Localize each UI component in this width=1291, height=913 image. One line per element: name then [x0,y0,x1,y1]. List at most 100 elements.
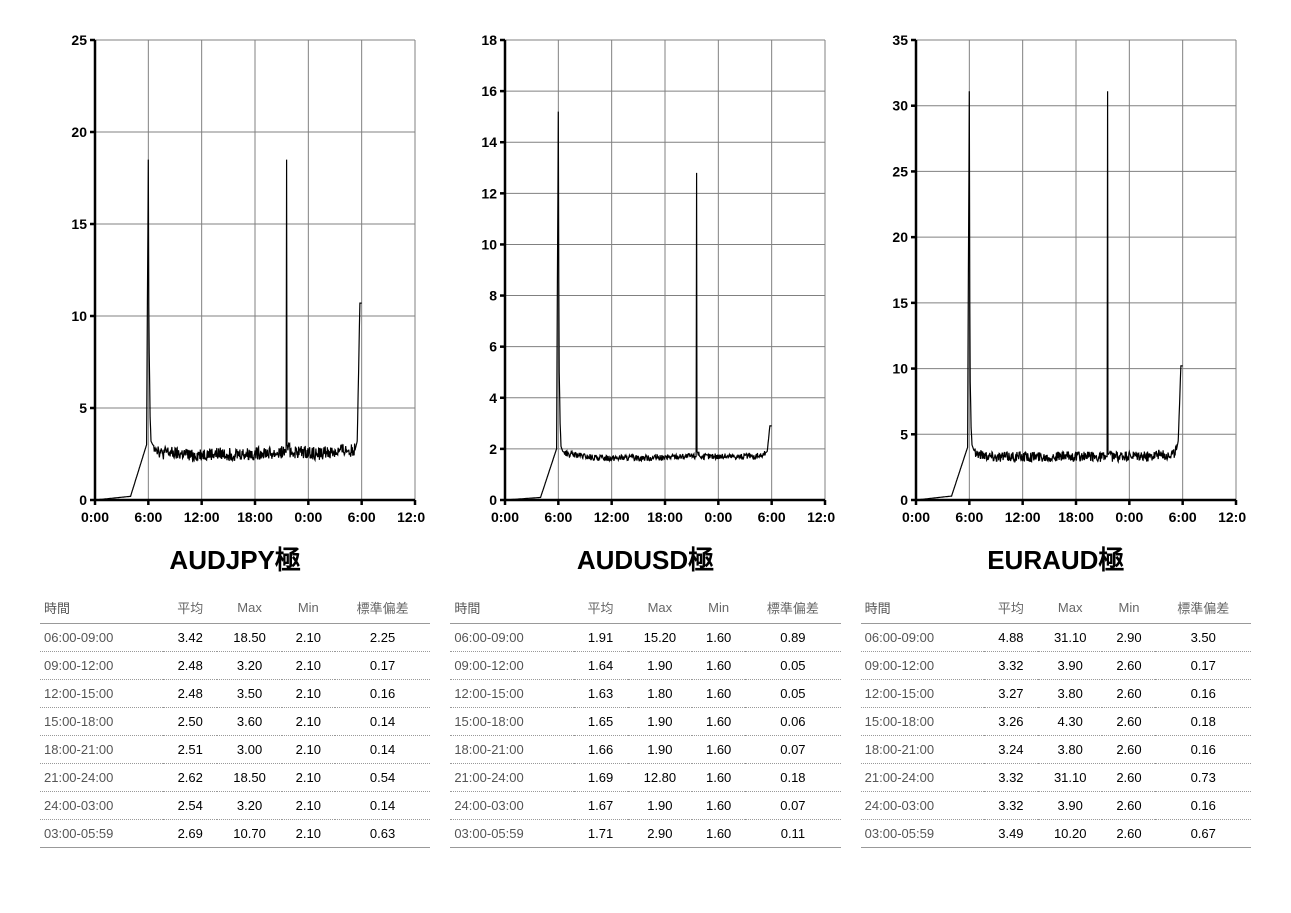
table-row: 24:00-03:002.543.202.100.14 [40,792,430,820]
table-row: 03:00-05:591.712.901.600.11 [450,820,840,848]
svg-text:18:00: 18:00 [237,509,273,525]
table-cell: 24:00-03:00 [450,792,573,820]
table-cell: 3.32 [984,652,1038,680]
table-cell: 09:00-12:00 [450,652,573,680]
svg-text:6:00: 6:00 [955,509,983,525]
table-row: 15:00-18:001.651.901.600.06 [450,708,840,736]
table-cell: 0.07 [745,736,841,764]
svg-text:18:00: 18:00 [647,509,683,525]
svg-text:0: 0 [490,492,498,508]
table-cell: 1.60 [692,736,745,764]
svg-text:16: 16 [482,83,498,99]
table-row: 12:00-15:003.273.802.600.16 [861,680,1251,708]
chart-audusd: 0246810121416180:006:0012:0018:000:006:0… [450,30,840,530]
table-cell: 2.10 [282,652,335,680]
table-cell: 2.60 [1102,736,1155,764]
table-cell: 1.67 [574,792,628,820]
table-cell: 1.63 [574,680,628,708]
table-row: 06:00-09:003.4218.502.102.25 [40,624,430,652]
table-cell: 15.20 [628,624,693,652]
table-cell: 0.63 [335,820,431,848]
table-cell: 0.07 [745,792,841,820]
table-cell: 18:00-21:00 [40,736,163,764]
table-cell: 0.14 [335,792,431,820]
table-header: Min [692,592,745,624]
table-cell: 3.00 [217,736,282,764]
chart-audjpy: 05101520250:006:0012:0018:000:006:0012:0… [40,30,430,530]
table-cell: 1.69 [574,764,628,792]
table-cell: 3.90 [1038,792,1103,820]
svg-text:12:00: 12:00 [1218,509,1246,525]
table-cell: 1.60 [692,680,745,708]
table-row: 21:00-24:002.6218.502.100.54 [40,764,430,792]
table-cell: 0.14 [335,708,431,736]
table-cell: 1.60 [692,764,745,792]
panel-euraud: 051015202530350:006:0012:0018:000:006:00… [861,30,1251,848]
svg-text:25: 25 [892,163,908,179]
table-cell: 0.14 [335,736,431,764]
table-cell: 0.17 [335,652,431,680]
table-cell: 1.60 [692,652,745,680]
table-cell: 1.90 [628,736,693,764]
table-row: 15:00-18:003.264.302.600.18 [861,708,1251,736]
table-cell: 3.80 [1038,736,1103,764]
table-cell: 09:00-12:00 [40,652,163,680]
svg-text:5: 5 [900,426,908,442]
table-cell: 2.10 [282,792,335,820]
title-euraud: EURAUD極 [987,540,1124,577]
table-cell: 1.71 [574,820,628,848]
table-cell: 0.18 [1155,708,1251,736]
svg-text:12:00: 12:00 [1004,509,1040,525]
table-cell: 03:00-05:59 [40,820,163,848]
table-audjpy: 時間平均MaxMin標準偏差06:00-09:003.4218.502.102.… [40,592,430,848]
table-cell: 1.90 [628,652,693,680]
table-cell: 3.50 [217,680,282,708]
table-cell: 3.60 [217,708,282,736]
svg-text:4: 4 [490,390,498,406]
table-cell: 3.26 [984,708,1038,736]
table-cell: 3.20 [217,652,282,680]
table-row: 09:00-12:003.323.902.600.17 [861,652,1251,680]
table-cell: 1.60 [692,820,745,848]
table-header: 平均 [163,592,217,624]
svg-text:35: 35 [892,32,908,48]
table-cell: 1.60 [692,792,745,820]
table-cell: 2.60 [1102,680,1155,708]
table-cell: 2.90 [628,820,693,848]
svg-text:6: 6 [490,339,498,355]
svg-text:6:00: 6:00 [758,509,786,525]
chart-euraud: 051015202530350:006:0012:0018:000:006:00… [861,30,1251,530]
table-cell: 31.10 [1038,764,1103,792]
table-cell: 3.20 [217,792,282,820]
table-cell: 2.25 [335,624,431,652]
table-cell: 2.60 [1102,708,1155,736]
svg-text:20: 20 [892,229,908,245]
svg-text:12:00: 12:00 [807,509,835,525]
table-header: 標準偏差 [335,592,431,624]
table-header: 時間 [450,592,573,624]
table-cell: 24:00-03:00 [861,792,984,820]
table-cell: 10.70 [217,820,282,848]
svg-text:14: 14 [482,134,498,150]
table-row: 06:00-09:004.8831.102.903.50 [861,624,1251,652]
table-cell: 1.90 [628,792,693,820]
table-cell: 3.50 [1155,624,1251,652]
table-cell: 12.80 [628,764,693,792]
table-cell: 2.69 [163,820,217,848]
svg-text:12:00: 12:00 [594,509,630,525]
svg-text:0:00: 0:00 [902,509,930,525]
table-cell: 21:00-24:00 [861,764,984,792]
table-row: 21:00-24:001.6912.801.600.18 [450,764,840,792]
svg-text:10: 10 [482,236,498,252]
table-cell: 15:00-18:00 [40,708,163,736]
svg-text:12:00: 12:00 [397,509,425,525]
svg-text:6:00: 6:00 [545,509,573,525]
svg-text:10: 10 [892,361,908,377]
table-header: Min [1102,592,1155,624]
table-cell: 2.10 [282,708,335,736]
table-cell: 4.30 [1038,708,1103,736]
table-cell: 12:00-15:00 [450,680,573,708]
table-row: 24:00-03:003.323.902.600.16 [861,792,1251,820]
table-cell: 2.10 [282,736,335,764]
svg-text:12: 12 [482,185,498,201]
